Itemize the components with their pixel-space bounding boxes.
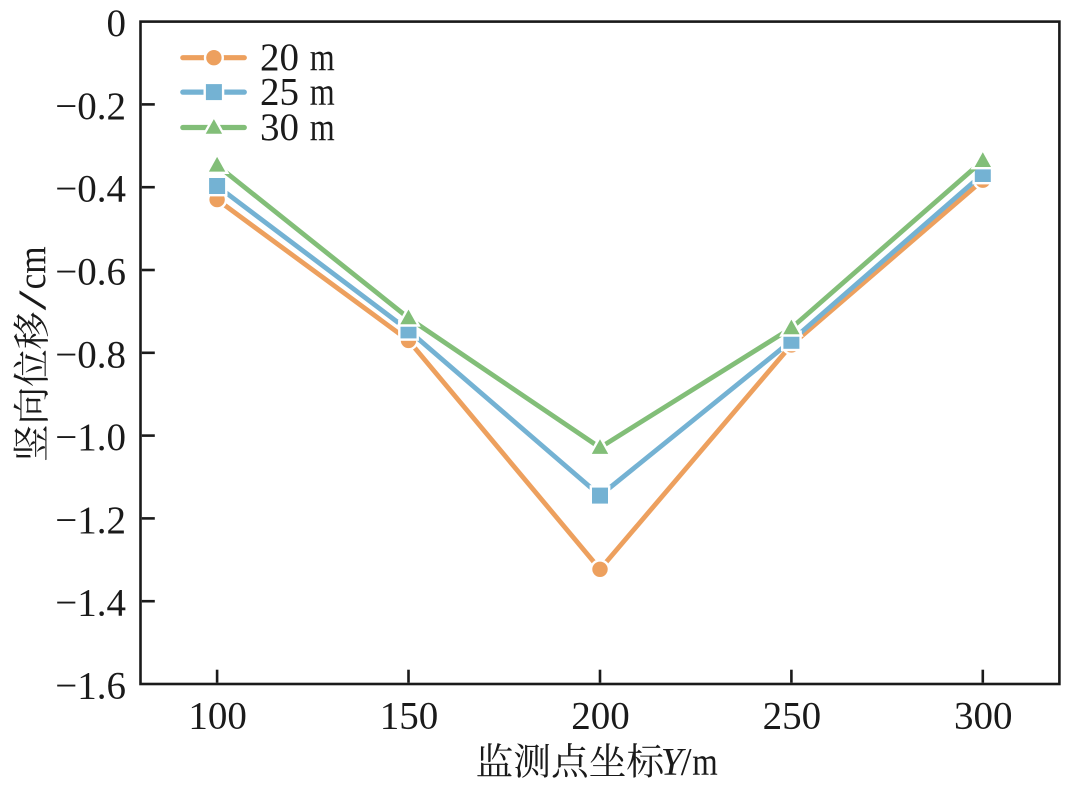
svg-text:300: 300: [954, 695, 1013, 738]
svg-text:100: 100: [188, 695, 247, 738]
svg-text:25: 25: [260, 70, 299, 113]
svg-text:0: 0: [107, 2, 127, 45]
svg-text:20: 20: [260, 36, 299, 79]
svg-text:m: m: [310, 106, 335, 149]
svg-text:−1.4: −1.4: [55, 582, 126, 625]
svg-text:−0.8: −0.8: [55, 333, 126, 376]
svg-text:−1.2: −1.2: [55, 499, 126, 542]
svg-text:m: m: [310, 36, 335, 79]
svg-text:−1.0: −1.0: [55, 416, 126, 459]
svg-text:−0.2: −0.2: [55, 85, 126, 128]
svg-text:150: 150: [380, 695, 439, 738]
svg-text:cm: cm: [11, 246, 54, 289]
svg-text:250: 250: [763, 695, 822, 738]
svg-text:/: /: [11, 290, 54, 310]
svg-text:m: m: [310, 70, 335, 113]
svg-text:Y: Y: [661, 741, 687, 784]
svg-text:/: /: [681, 741, 692, 784]
svg-text:200: 200: [571, 695, 630, 738]
svg-text:30: 30: [260, 106, 299, 149]
svg-text:m: m: [692, 741, 718, 784]
svg-text:−1.6: −1.6: [55, 665, 126, 708]
svg-text:−0.6: −0.6: [55, 251, 126, 294]
svg-text:−0.4: −0.4: [55, 168, 126, 211]
